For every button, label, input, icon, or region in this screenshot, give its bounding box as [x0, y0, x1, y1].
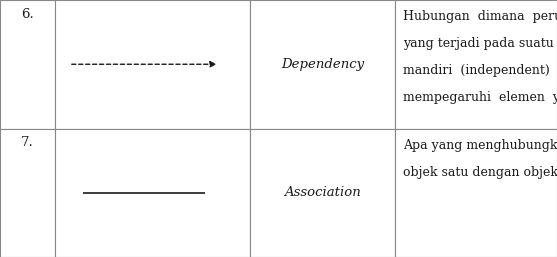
Text: Apa yang menghubungkan antara: Apa yang menghubungkan antara — [403, 139, 557, 152]
Bar — [55, 128, 250, 257]
Text: 6.: 6. — [21, 8, 34, 21]
Bar — [395, 128, 557, 257]
Bar — [0, 0, 55, 128]
Text: objek satu dengan objek lainnya: objek satu dengan objek lainnya — [403, 166, 557, 179]
Text: yang terjadi pada suatu elemen: yang terjadi pada suatu elemen — [403, 37, 557, 50]
Bar — [55, 0, 250, 128]
Bar — [0, 128, 55, 257]
Bar — [250, 0, 395, 128]
Bar — [395, 0, 557, 128]
Text: 7.: 7. — [21, 136, 34, 149]
Bar — [250, 128, 395, 257]
Text: Hubungan  dimana  perubahan: Hubungan dimana perubahan — [403, 10, 557, 23]
Text: Dependency: Dependency — [281, 58, 364, 71]
Text: mandiri  (independent)  akan: mandiri (independent) akan — [403, 64, 557, 77]
Text: mempegaruhi  elemen  yang: mempegaruhi elemen yang — [403, 91, 557, 104]
Text: Association: Association — [284, 186, 361, 199]
